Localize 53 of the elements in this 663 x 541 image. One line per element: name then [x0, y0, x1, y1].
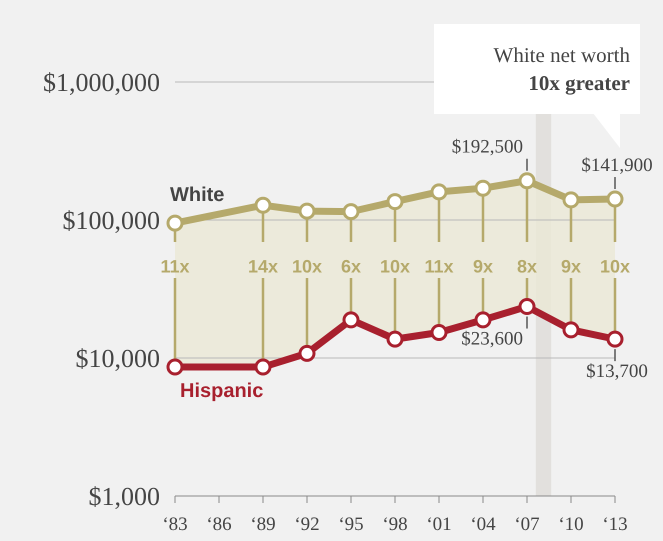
point — [342, 203, 360, 220]
annotation: 8x — [516, 256, 538, 276]
x-tick-label: ‘10 — [558, 514, 584, 535]
data-label: $23,600 — [461, 328, 523, 350]
point — [386, 330, 404, 348]
annotation: 11x — [424, 256, 454, 276]
point — [342, 311, 360, 328]
x-tick-label: ‘95 — [338, 514, 364, 535]
x-tick-label: ‘89 — [250, 514, 276, 535]
point — [606, 330, 624, 348]
y-tick-label: $1,000,000 — [43, 68, 160, 98]
annotation: 6x — [340, 256, 362, 276]
point — [254, 196, 272, 214]
point — [518, 298, 536, 316]
series-label: Hispanic — [180, 380, 264, 402]
x-tick-label: ‘04 — [470, 514, 496, 535]
point — [562, 321, 580, 338]
y-tick-label: $10,000 — [76, 344, 160, 374]
x-tick-label: ‘83 — [162, 514, 188, 535]
point — [166, 358, 184, 376]
data-label: $13,700 — [586, 361, 648, 382]
x-tick-label: ‘98 — [382, 514, 408, 535]
annotation: 9x — [472, 256, 494, 276]
point — [562, 191, 580, 208]
point — [474, 311, 492, 328]
x-tick-label: ‘92 — [294, 514, 320, 535]
annotation: 10x — [600, 256, 630, 276]
y-tick-label: $100,000 — [62, 206, 160, 236]
point — [254, 358, 272, 376]
point — [430, 324, 448, 342]
point — [474, 180, 492, 197]
y-tick-label: $1,000 — [88, 482, 160, 512]
point — [430, 183, 448, 200]
annotation: 9x — [560, 256, 582, 276]
annotation: 10x greater — [528, 71, 630, 95]
point — [298, 202, 316, 220]
data-label: $141,900 — [581, 155, 653, 176]
annotation: 11x — [160, 256, 190, 276]
x-tick-label: ‘86 — [206, 514, 232, 535]
x-tick-label: ‘01 — [426, 514, 452, 535]
point — [518, 172, 536, 190]
x-tick-label: ‘13 — [602, 514, 628, 535]
point — [298, 344, 316, 362]
data-label: $192,500 — [452, 136, 523, 158]
point — [606, 190, 624, 208]
point — [166, 214, 184, 232]
series-label: White — [170, 184, 224, 206]
annotation: 10x — [292, 256, 322, 276]
x-tick-label: ‘07 — [514, 514, 540, 535]
annotation: 10x — [380, 256, 410, 276]
annotation: 14x — [248, 256, 278, 276]
point — [386, 193, 404, 210]
text: White net worth — [494, 43, 630, 67]
